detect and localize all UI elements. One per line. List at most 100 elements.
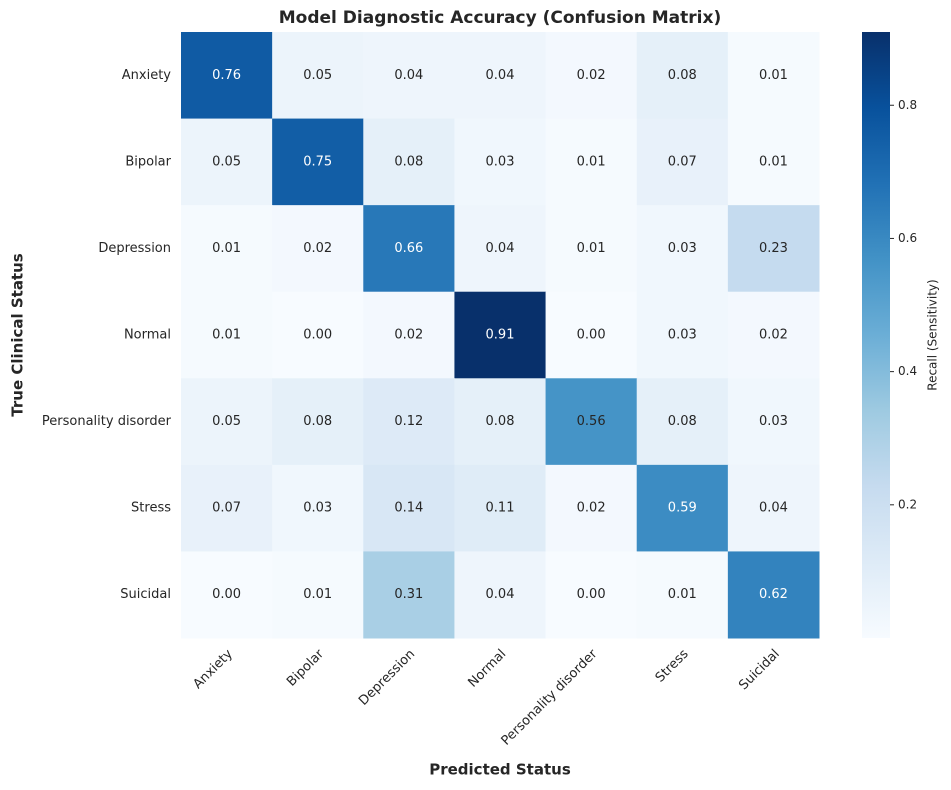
cell-label: 0.08 [486, 414, 515, 429]
heatmap-cell [545, 378, 638, 466]
cell-label: 0.02 [303, 241, 332, 256]
heatmap-cell [272, 32, 364, 120]
x-tick-label: Personality disorder [499, 646, 601, 748]
cell-label: 0.03 [668, 328, 697, 343]
cell-label: 0.01 [212, 328, 241, 343]
cell-label: 0.04 [759, 501, 788, 516]
cell-label: 0.03 [759, 414, 788, 429]
x-tick-label: Bipolar [284, 646, 327, 689]
heatmap-cell [454, 291, 547, 379]
y-tick-label: Normal [124, 328, 171, 343]
heatmap-cell [272, 118, 364, 206]
heatmap-cell [545, 464, 638, 552]
cell-label: 0.12 [394, 414, 423, 429]
colorbar-tick-label: 0.6 [898, 231, 917, 245]
heatmap-cell [545, 118, 638, 206]
cell-label: 0.56 [577, 414, 606, 429]
heatmap-cell [363, 464, 455, 552]
heatmap-cell [636, 378, 729, 466]
chart-title: Model Diagnostic Accuracy (Confusion Mat… [279, 8, 721, 28]
heatmap-cell [363, 205, 455, 293]
heatmap-cell [181, 205, 273, 293]
colorbar [862, 32, 890, 638]
heatmap-cell [454, 378, 547, 466]
cell-label: 0.08 [394, 154, 423, 169]
cell-label: 0.31 [394, 587, 423, 602]
heatmap-cell [727, 378, 820, 466]
cell-label: 0.01 [759, 68, 788, 83]
cell-label: 0.03 [486, 154, 515, 169]
cell-label: 0.02 [759, 328, 788, 343]
heatmap-cell [727, 205, 820, 293]
heatmap-cell [636, 205, 729, 293]
heatmap-cell [454, 551, 547, 639]
cell-label: 0.07 [212, 501, 241, 516]
y-tick-label: Bipolar [125, 154, 171, 169]
heatmap-cell [363, 378, 455, 466]
y-tick-label: Anxiety [122, 68, 172, 83]
cell-label: 0.08 [668, 68, 697, 83]
cell-label: 0.91 [486, 328, 515, 343]
heatmap-cell [636, 32, 729, 120]
heatmap-cell [727, 32, 820, 120]
heatmap-cell [636, 291, 729, 379]
y-tick-label: Depression [98, 241, 171, 256]
y-axis-label: True Clinical Status [9, 253, 27, 416]
cell-label: 0.01 [212, 241, 241, 256]
cell-label: 0.04 [394, 68, 423, 83]
cell-label: 0.02 [394, 328, 423, 343]
cell-label: 0.62 [759, 587, 788, 602]
cell-label: 0.07 [668, 154, 697, 169]
heatmap-cell [363, 118, 455, 206]
heatmap-cell [545, 551, 638, 639]
cell-label: 0.04 [486, 587, 515, 602]
cell-label: 0.00 [577, 328, 606, 343]
heatmap-cell [727, 551, 820, 639]
heatmap-cell [272, 205, 364, 293]
colorbar-tick-label: 0.2 [898, 497, 917, 511]
heatmap-cell [363, 551, 455, 639]
y-tick-label: Personality disorder [42, 414, 172, 429]
heatmap-cell [181, 32, 273, 120]
cell-label: 0.02 [577, 68, 606, 83]
heatmap-cell [181, 378, 273, 466]
heatmap-cell [545, 32, 638, 120]
heatmap-cell [272, 291, 364, 379]
heatmap-cell [727, 291, 820, 379]
x-tick-label: Anxiety [190, 646, 236, 692]
colorbar-tick-label: 0.4 [898, 364, 917, 378]
cell-label: 0.01 [303, 587, 332, 602]
heatmap-cell [454, 32, 547, 120]
cell-label: 0.01 [577, 154, 606, 169]
cell-label: 0.04 [486, 68, 515, 83]
cell-label: 0.08 [303, 414, 332, 429]
heatmap-cell [545, 205, 638, 293]
colorbar-tick-label: 0.8 [898, 98, 917, 112]
cell-label: 0.01 [577, 241, 606, 256]
cell-label: 0.05 [212, 414, 241, 429]
heatmap-cell [636, 464, 729, 552]
x-tick-label: Normal [465, 647, 509, 691]
x-axis-label: Predicted Status [429, 761, 571, 779]
heatmap-cell [636, 118, 729, 206]
heatmap-cell [454, 205, 547, 293]
cell-label: 0.11 [486, 501, 515, 516]
heatmap-cell [181, 118, 273, 206]
heatmap-cell [181, 291, 273, 379]
cell-label: 0.05 [212, 154, 241, 169]
cell-label: 0.08 [668, 414, 697, 429]
cell-label: 0.01 [668, 587, 697, 602]
cell-label: 0.01 [759, 154, 788, 169]
y-tick-label: Suicidal [120, 587, 171, 602]
colorbar-label: Recall (Sensitivity) [926, 279, 940, 390]
cell-label: 0.00 [303, 328, 332, 343]
heatmap-cell [181, 464, 273, 552]
heatmap-cell [272, 551, 364, 639]
heatmap-cell [272, 378, 364, 466]
heatmap-cell [181, 551, 273, 639]
heatmap-cell [727, 464, 820, 552]
x-tick-label: Depression [356, 647, 418, 709]
heatmap-cell [363, 32, 455, 120]
cell-label: 0.05 [303, 68, 332, 83]
